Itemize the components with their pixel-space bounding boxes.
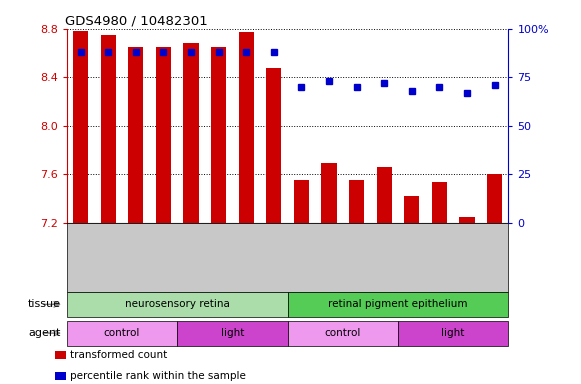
Text: percentile rank within the sample: percentile rank within the sample bbox=[70, 371, 246, 381]
Text: tissue: tissue bbox=[28, 299, 61, 310]
Text: control: control bbox=[325, 328, 361, 338]
Text: light: light bbox=[442, 328, 465, 338]
Bar bbox=[321, 163, 336, 223]
Text: light: light bbox=[221, 328, 244, 338]
Text: agent: agent bbox=[28, 328, 61, 338]
Bar bbox=[294, 180, 309, 223]
Bar bbox=[211, 47, 226, 223]
Bar bbox=[184, 43, 199, 223]
Text: control: control bbox=[104, 328, 140, 338]
Bar bbox=[487, 174, 502, 223]
Text: GDS4980 / 10482301: GDS4980 / 10482301 bbox=[64, 15, 207, 28]
Bar bbox=[239, 32, 254, 223]
Bar bbox=[404, 196, 419, 223]
Text: neurosensory retina: neurosensory retina bbox=[125, 299, 229, 310]
Bar bbox=[460, 217, 475, 223]
Bar bbox=[73, 31, 88, 223]
Bar bbox=[349, 180, 364, 223]
Bar bbox=[128, 47, 144, 223]
Bar bbox=[376, 167, 392, 223]
Bar bbox=[432, 182, 447, 223]
Text: transformed count: transformed count bbox=[70, 349, 167, 360]
Bar bbox=[101, 35, 116, 223]
Text: retinal pigment epithelium: retinal pigment epithelium bbox=[328, 299, 468, 310]
Bar bbox=[266, 68, 281, 223]
Bar bbox=[156, 47, 171, 223]
